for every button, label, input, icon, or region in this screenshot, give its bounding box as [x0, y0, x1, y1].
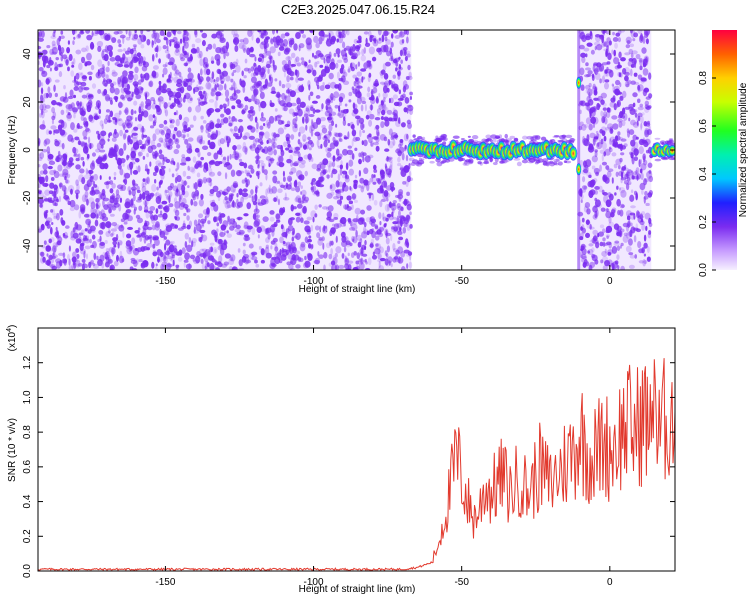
snr-ytick-label: 0.4 [22, 494, 33, 508]
heatmap-xtick-label: -50 [454, 276, 469, 287]
snr-ytick-label: 0.8 [22, 425, 33, 439]
colorbar-gradient [712, 30, 737, 270]
snr-xtick-label: -50 [454, 577, 469, 588]
heatmap-ytick-label: 20 [22, 96, 33, 108]
heatmap-xtick-label: -100 [304, 276, 324, 287]
heatmap-signal-band [650, 137, 675, 162]
svg-text:(x104): (x104) [6, 325, 18, 352]
heatmap-ylabel: Frequency (Hz) [7, 116, 18, 185]
snr-plot: -150 -100 -50 0 0.0 0.2 0.4 0.6 0.8 1.0 1.2 Height… [6, 325, 676, 595]
colorbar-label: Normalized spectral amplitude [738, 82, 749, 217]
heatmap-signal-band [407, 133, 578, 167]
snr-axes: -150 -100 -50 0 0.0 0.2 0.4 0.6 0.8 1.0 1.2 [22, 328, 675, 588]
heatmap-ytick-label: -40 [22, 238, 33, 253]
heatmap-ytick-label: -20 [22, 190, 33, 205]
snr-ytick-label: 0.6 [22, 459, 33, 473]
heatmap-axes: -150 -100 -50 0 -40 -20 0 20 40 [22, 30, 675, 287]
snr-ytick-label: 1.0 [22, 390, 33, 404]
snr-scale-prefix: (x10 [7, 331, 18, 351]
snr-series-line [38, 358, 675, 571]
snr-ytick-label: 0.0 [22, 564, 33, 578]
heatmap-content [38, 30, 675, 270]
snr-ytick-label: 1.2 [22, 355, 33, 369]
colorbar-tick-label: 0.8 [698, 71, 709, 85]
snr-ytick-label: 0.2 [22, 529, 33, 543]
figure-title: C2E3.2025.047.06.15.R24 [281, 2, 435, 17]
snr-xtick-label: 0 [607, 577, 613, 588]
snr-scale-exponent: 4 [6, 328, 13, 332]
snr-frame [37, 327, 676, 572]
heatmap-ytick-label: 0 [22, 147, 33, 153]
heatmap-plot: -150 -100 -50 0 -40 -20 0 20 40 Height of straig… [7, 29, 676, 295]
heatmap-xtick-label: 0 [607, 276, 613, 287]
snr-ylabel: SNR (10 * v/v) [7, 418, 18, 482]
colorbar-tick-label: 0.0 [698, 263, 709, 277]
snr-xlabel: Height of straight line (km) [299, 584, 416, 595]
snr-xtick-label: -100 [304, 577, 324, 588]
snr-xtick-label: -150 [155, 577, 175, 588]
colorbar-tick-label: 0.6 [698, 119, 709, 133]
colorbar-tick-label: 0.2 [698, 215, 709, 229]
heatmap-vertical-streak [576, 30, 582, 270]
heatmap-ytick-label: 40 [22, 48, 33, 60]
colorbar-ticks: 0.0 0.2 0.4 0.6 0.8 [698, 71, 716, 277]
snr-scale-suffix: ) [7, 325, 18, 328]
colorbar-tick-label: 0.4 [698, 167, 709, 181]
heatmap-xlabel: Height of straight line (km) [299, 284, 416, 295]
heatmap-noise-speckle [38, 30, 654, 270]
colorbar: 0.0 0.2 0.4 0.6 0.8 Normalized spectral ampl… [698, 30, 749, 277]
snr-scale-label: (x104) [6, 325, 18, 352]
heatmap-xtick-label: -150 [155, 276, 175, 287]
